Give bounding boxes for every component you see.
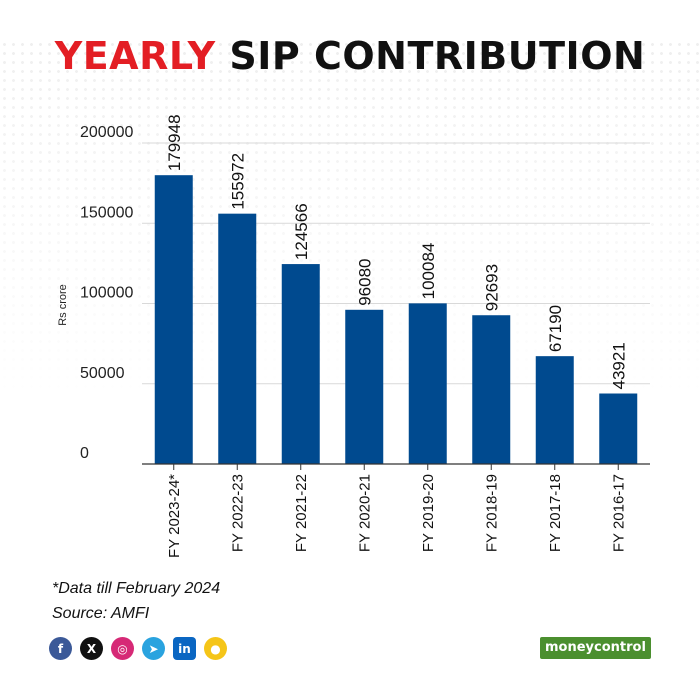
brand-logo: moneycontrol — [540, 637, 651, 659]
data-label: 92693 — [482, 264, 501, 311]
bar — [472, 315, 511, 464]
data-note: *Data till February 2024 — [52, 580, 221, 597]
x-tick-label: FY 2023-24* — [166, 474, 183, 558]
social-icons: f X ◎ ➤ in ● — [49, 637, 227, 661]
bar — [535, 356, 574, 464]
x-tick-label: FY 2017-18 — [547, 474, 564, 552]
x-twitter-icon[interactable]: X — [80, 637, 103, 660]
data-label: 179948 — [165, 114, 184, 171]
chart-title: YEARLY SIP CONTRIBUTION — [0, 34, 700, 78]
chart-data-labels: 179948 155972 124566 96080 100084 92693 67190 4… — [165, 114, 629, 389]
x-tick-label: FY 2022-23 — [229, 474, 246, 552]
bar — [345, 309, 384, 464]
y-tick-label: 200000 — [80, 124, 133, 141]
bar — [281, 264, 320, 464]
y-axis-label: Rs crore — [57, 284, 69, 326]
chart-gridlines — [142, 142, 650, 385]
telegram-icon[interactable]: ➤ — [142, 637, 165, 660]
data-label: 96080 — [355, 259, 374, 306]
facebook-icon[interactable]: f — [49, 637, 72, 660]
chart-title-accent: YEARLY — [54, 34, 216, 78]
data-label: 43921 — [609, 342, 628, 389]
x-axis-ticks: FY 2023-24* FY 2022-23 FY 2021-22 FY 2020-2… — [166, 464, 627, 558]
data-label: 155972 — [228, 153, 247, 210]
data-label: 67190 — [546, 305, 565, 352]
y-tick-label: 0 — [80, 445, 89, 462]
instagram-icon[interactable]: ◎ — [111, 637, 134, 660]
x-tick-label: FY 2020-21 — [356, 474, 373, 552]
chart-bars — [154, 175, 638, 464]
y-tick-label: 100000 — [80, 285, 133, 302]
x-tick-label: FY 2018-19 — [483, 474, 500, 552]
bar — [218, 213, 257, 464]
y-tick-label: 50000 — [80, 365, 125, 382]
chart-notes: *Data till February 2024 Source: AMFI — [52, 576, 220, 626]
data-label: 124566 — [292, 203, 311, 260]
bar — [154, 175, 193, 464]
chart-title-rest: SIP CONTRIBUTION — [229, 34, 646, 78]
y-tick-label: 150000 — [80, 204, 133, 221]
koo-icon[interactable]: ● — [204, 637, 227, 660]
bar — [408, 303, 447, 464]
data-label: 100084 — [419, 243, 438, 300]
x-tick-label: FY 2019-20 — [420, 474, 437, 552]
x-tick-label: FY 2021-22 — [293, 474, 310, 552]
bar — [599, 393, 638, 464]
y-axis-ticks: 0 50000 100000 150000 200000 — [80, 124, 133, 462]
x-tick-label: FY 2016-17 — [610, 474, 627, 552]
source-note: Source: AMFI — [52, 605, 150, 622]
linkedin-icon[interactable]: in — [173, 637, 196, 660]
